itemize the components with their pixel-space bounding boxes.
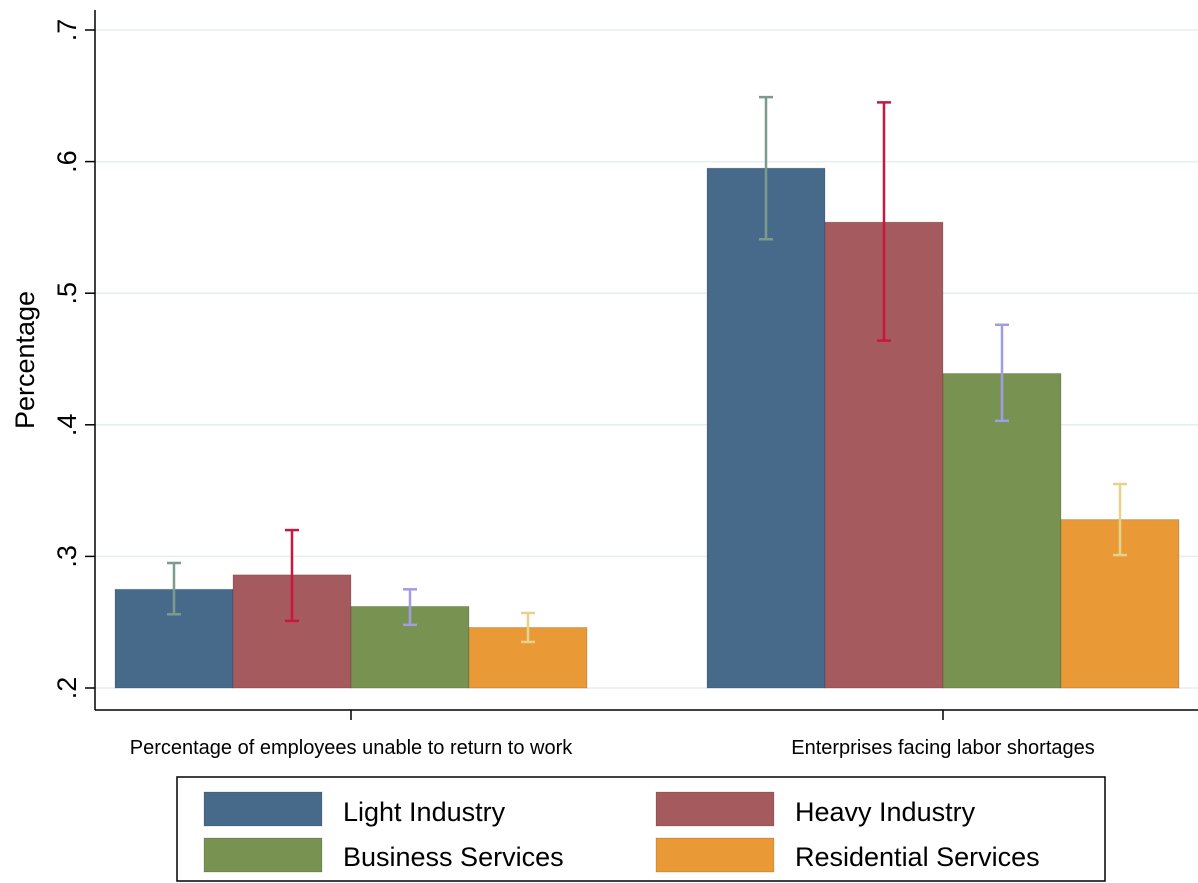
x-category-label: Enterprises facing labor shortages <box>791 737 1095 759</box>
legend-item: Heavy Industry <box>655 791 976 827</box>
y-tick-label: .3 <box>52 545 82 568</box>
error-bars <box>167 95 1127 644</box>
y-axis-title: Percentage <box>10 291 40 429</box>
x-axis-categories: Percentage of employees unable to return… <box>130 710 1095 759</box>
y-tick-label: .4 <box>52 414 82 437</box>
bars <box>114 167 1180 689</box>
error-bar <box>877 101 891 342</box>
legend-label: Heavy Industry <box>795 797 976 827</box>
legend-swatch <box>655 791 775 827</box>
legend-label: Residential Services <box>795 842 1040 872</box>
legend-item: Business Services <box>203 837 564 873</box>
error-bar <box>521 611 535 644</box>
y-tick-label: .5 <box>52 282 82 305</box>
error-bar <box>995 323 1009 423</box>
error-bar <box>285 528 299 623</box>
y-tick-label: .6 <box>52 150 82 173</box>
bar <box>706 167 826 689</box>
bar <box>942 372 1062 689</box>
error-bar <box>759 95 773 241</box>
error-bar <box>1113 482 1127 557</box>
legend-label: Light Industry <box>343 797 506 827</box>
legend: Light Industry Heavy Industry Business Ser… <box>176 776 1106 882</box>
x-category-label: Percentage of employees unable to return… <box>130 737 573 759</box>
axes <box>94 10 1198 711</box>
legend-box <box>176 776 1106 882</box>
legend-label: Business Services <box>343 842 564 872</box>
legend-swatch <box>203 837 323 873</box>
legend-item: Light Industry <box>203 791 506 827</box>
y-tick-label: .2 <box>52 677 82 700</box>
y-axis-ticks: .2 .3 .4 .5 .6 .7 <box>52 19 95 700</box>
legend-item: Residential Services <box>655 837 1040 873</box>
legend-swatch <box>655 837 775 873</box>
error-bar <box>167 561 181 616</box>
legend-swatch <box>203 791 323 827</box>
y-tick-label: .7 <box>52 19 82 42</box>
error-bar <box>403 588 417 627</box>
